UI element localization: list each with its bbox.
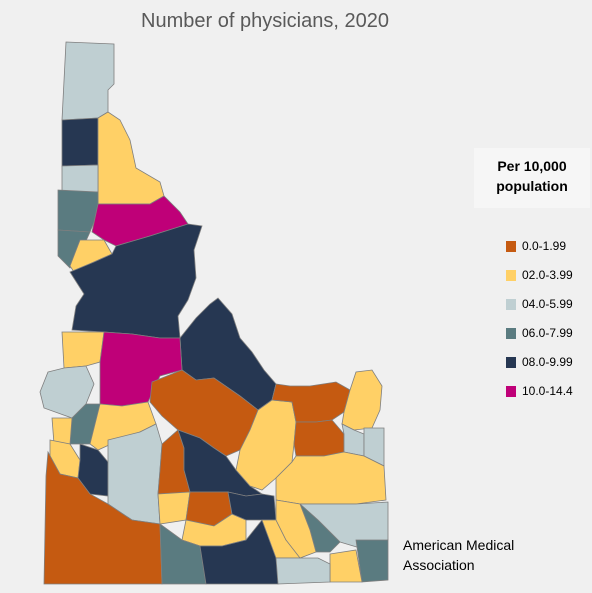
county-kootenai-light: [61, 164, 99, 193]
legend-item: 08.0-9.99: [506, 350, 573, 374]
county-adams: [61, 331, 105, 369]
source-attribution: American Medical Association: [403, 535, 553, 575]
county-minidoka: [227, 491, 277, 521]
county-gem: [51, 417, 73, 445]
county-boundary-north-navy: [61, 117, 99, 167]
source-line2: Association: [403, 557, 475, 573]
legend-label: 10.0-14.4: [522, 384, 573, 398]
county-clark: [271, 381, 351, 423]
county-franklin: [329, 549, 363, 583]
legend-item: 0.0-1.99: [506, 234, 573, 258]
county-bonner: [97, 111, 165, 205]
legend-swatch: [506, 385, 516, 397]
legend-item: 02.0-3.99: [506, 263, 573, 287]
legend-label: 0.0-1.99: [522, 239, 567, 253]
map-title: Number of physicians, 2020: [141, 10, 389, 32]
county-oneida: [275, 557, 331, 585]
legend-item: 10.0-14.4: [506, 379, 573, 403]
county-caribou: [355, 539, 389, 583]
legend-label: 08.0-9.99: [522, 355, 573, 369]
legend-item: 04.0-5.99: [506, 292, 573, 316]
legend-swatch: [506, 356, 516, 368]
county-bingham-south: [275, 499, 317, 559]
legend-swatch: [506, 240, 516, 252]
county-boundary-north: [61, 41, 115, 121]
legend-label: 06.0-7.99: [522, 326, 573, 340]
county-ada: [77, 443, 109, 497]
county-jefferson: [293, 419, 345, 457]
legend: 0.0-1.99 02.0-3.99 04.0-5.99 06.0-7.99 0…: [506, 234, 573, 408]
county-valley: [99, 331, 183, 407]
county-fremont: [341, 369, 383, 431]
county-idaho: [69, 223, 203, 339]
legend-swatch: [506, 327, 516, 339]
legend-title-box: [474, 148, 590, 208]
legend-title-line2: population: [496, 178, 568, 194]
legend-label: 02.0-3.99: [522, 268, 573, 282]
county-kootenai: [57, 189, 99, 233]
legend-item: 06.0-7.99: [506, 321, 573, 345]
county-gooding: [157, 491, 191, 525]
source-line1: American Medical: [403, 537, 515, 553]
legend-title-line1: Per 10,000: [497, 158, 567, 174]
legend-swatch: [506, 269, 516, 281]
legend-swatch: [506, 298, 516, 310]
legend-label: 04.0-5.99: [522, 297, 573, 311]
county-owyhee: [43, 450, 163, 585]
legend-title: Per 10,000 population: [474, 156, 590, 196]
